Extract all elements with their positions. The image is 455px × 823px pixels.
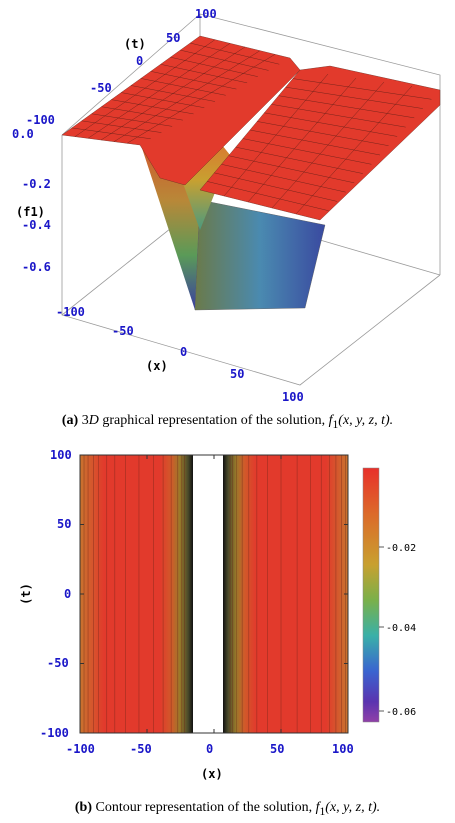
mesh-line	[271, 104, 406, 128]
z-tick: -0.6	[22, 260, 51, 274]
x-tick: 50	[270, 742, 284, 756]
colorbar-strip	[362, 467, 380, 723]
caption-a-func: f	[328, 413, 333, 428]
caption-b-label: (b)	[74, 800, 92, 815]
z-tick: -0.2	[22, 177, 51, 191]
mesh-line	[100, 46, 246, 141]
y-tick: 50	[57, 517, 71, 531]
mesh-line	[292, 78, 432, 100]
mesh-line	[87, 43, 231, 139]
mesh-line	[223, 73, 329, 197]
mesh-line	[221, 164, 346, 193]
mesh-line	[285, 86, 423, 109]
mesh-line	[295, 85, 413, 215]
caption-a-text: graphical representation of the solution…	[98, 413, 329, 428]
x-tick: -100	[66, 742, 95, 756]
caption-a-args: (x, y, z, t).	[338, 413, 394, 428]
mesh-line	[214, 172, 338, 202]
mesh-line	[228, 155, 355, 184]
y-tick: -50	[47, 656, 69, 670]
contour-edge-left	[160, 455, 193, 733]
x-tick: 50	[230, 367, 244, 381]
bounding-box	[61, 13, 441, 386]
colorbar-tick: -0.02	[386, 543, 416, 554]
colorbar-tick-marks	[379, 546, 384, 712]
x-axis-label: (x)	[146, 359, 168, 373]
contour-x-ticks: -100 -50 0 50 100	[66, 742, 354, 756]
t-axis-label: (t)	[124, 37, 146, 51]
t-tick: 100	[195, 7, 217, 21]
y-tick: 100	[50, 448, 72, 462]
contour-gap	[193, 455, 223, 733]
mesh-line	[271, 81, 385, 209]
contour-y-ticks: 100 50 0 -50 -100	[40, 448, 72, 740]
mesh-line	[113, 50, 261, 142]
x-tick: 100	[282, 390, 304, 404]
contour-outer-right	[326, 455, 348, 733]
z-tick: 0.0	[12, 127, 34, 141]
colorbar-tick: -0.06	[386, 707, 416, 718]
t-axis-ticks: 100 50 0 -50 -100	[26, 7, 217, 127]
surface-mesh	[71, 39, 432, 215]
z-axis-label: (f1)	[16, 205, 45, 219]
caption-b-args: (x, y, z, t).	[325, 800, 381, 815]
contour-plot: 100 50 0 -50 -100 (t) -100 -50 0 50 100 …	[19, 448, 416, 781]
y-tick: 0	[64, 587, 71, 601]
x-tick: 0	[180, 345, 187, 359]
y-tick: -100	[40, 726, 69, 740]
mesh-line	[126, 54, 276, 144]
t-tick: -100	[26, 113, 55, 127]
contour-edge-right	[223, 455, 256, 733]
x-tick: 0	[206, 742, 213, 756]
mesh-line	[278, 95, 415, 119]
surface-plot: 100 50 0 -50 -100 (t) 0.0 -0.2 -0.4 -0.6…	[12, 7, 441, 404]
caption-b-sub: 1	[319, 804, 326, 818]
mesh-line	[74, 39, 216, 137]
colorbar: -0.02 -0.04 -0.06	[362, 467, 416, 723]
caption-b: (b) Contour representation of the soluti…	[0, 800, 455, 818]
caption-a-label: (a)	[61, 413, 79, 428]
mesh-line	[207, 181, 329, 211]
caption-a-d: D	[88, 413, 99, 428]
z-axis-ticks: 0.0 -0.2 -0.4 -0.6	[12, 127, 51, 274]
x-tick: -50	[112, 324, 134, 338]
caption-a-sub: 1	[332, 417, 339, 431]
mesh-line	[242, 138, 372, 165]
caption-a-lead: 3	[81, 413, 89, 428]
x-tick: -50	[130, 742, 152, 756]
mesh-line	[249, 129, 381, 156]
caption-a: (a) 3D graphical representation of the s…	[0, 413, 455, 431]
z-tick: -0.4	[22, 218, 51, 232]
mesh-line	[257, 121, 389, 146]
y-axis-label: (t)	[19, 583, 33, 605]
colorbar-tick: -0.04	[386, 623, 416, 634]
t-tick: -50	[90, 81, 112, 95]
mesh-line	[264, 112, 398, 137]
x-axis-ticks: -100 -50 0 50 100	[56, 305, 304, 404]
t-tick: 0	[136, 54, 143, 68]
x-tick: 100	[332, 742, 354, 756]
x-tick: -100	[56, 305, 85, 319]
contour-field	[80, 455, 348, 733]
trough-wall-back	[194, 199, 326, 311]
contour-lines	[83, 455, 346, 733]
caption-b-func: f	[315, 800, 320, 815]
mesh-line	[235, 146, 363, 174]
mesh-line	[247, 77, 357, 203]
plateau-right	[199, 65, 441, 221]
contour-ticks	[79, 454, 349, 734]
x-axis-label: (x)	[201, 767, 223, 781]
caption-b-text: Contour representation of the solution,	[92, 800, 316, 815]
trough-wall-side	[180, 130, 230, 230]
t-tick: 50	[166, 31, 180, 45]
